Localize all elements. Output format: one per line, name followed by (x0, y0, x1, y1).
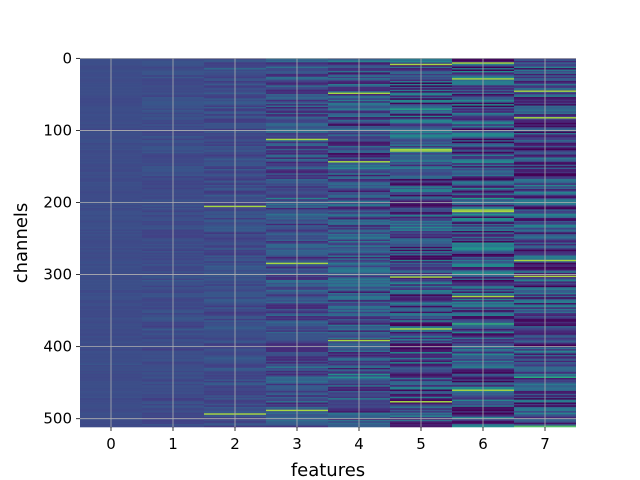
y-tick-label: 300 (43, 266, 72, 284)
x-tick-label: 0 (106, 435, 116, 453)
y-axis-label: channels (11, 203, 32, 284)
x-tick-label: 2 (230, 435, 240, 453)
heatmap-cells (80, 58, 576, 428)
grid-lines (80, 57, 576, 427)
y-axis-ticks: 0 100 200 300 400 500 (43, 49, 80, 428)
y-tick-label: 200 (43, 194, 72, 212)
y-tick-label: 0 (62, 49, 72, 67)
plot-area (80, 57, 576, 428)
y-tick-label: 100 (43, 121, 72, 139)
y-tick-label: 400 (43, 338, 72, 356)
x-axis-label: features (291, 460, 365, 480)
x-tick-label: 3 (292, 435, 302, 453)
x-tick-label: 4 (354, 435, 364, 453)
x-tick-label: 6 (478, 435, 488, 453)
y-tick-label: 500 (43, 410, 72, 428)
x-tick-label: 5 (416, 435, 426, 453)
x-tick-label: 1 (168, 435, 178, 453)
x-axis-ticks: 0 1 2 3 4 5 6 7 (106, 427, 550, 453)
x-tick-label: 7 (540, 435, 550, 453)
